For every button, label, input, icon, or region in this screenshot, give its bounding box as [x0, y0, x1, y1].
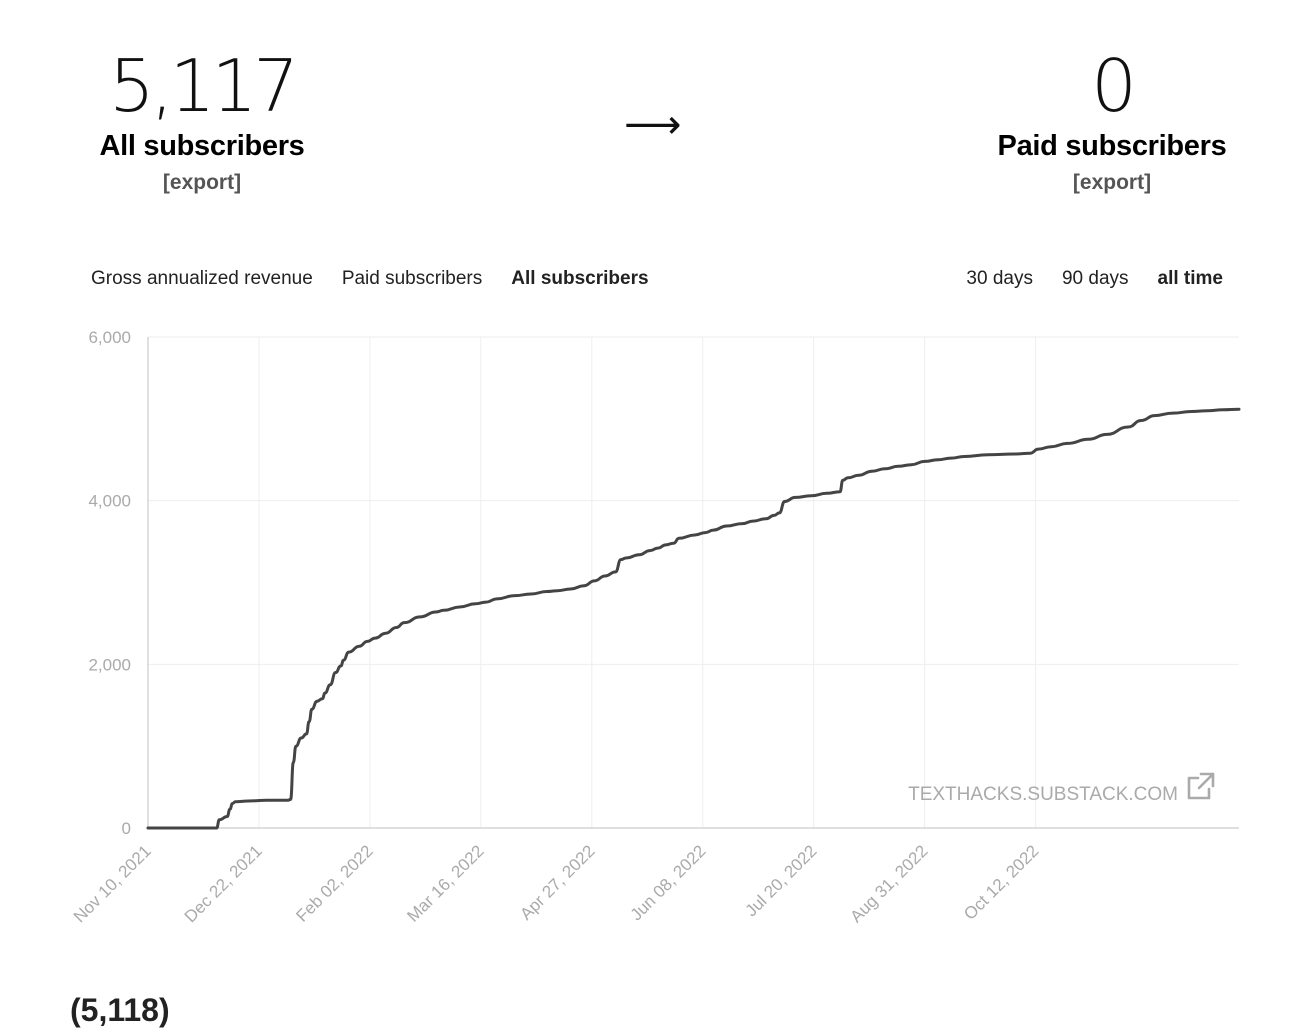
right-arrow-icon: ⟶ — [624, 102, 682, 148]
y-tick-label: 0 — [122, 819, 131, 838]
paid-subscribers-count: 0 — [1091, 44, 1137, 128]
tab-30-days[interactable]: 30 days — [966, 268, 1033, 289]
all-subscribers-count: 5,117 — [108, 44, 299, 128]
external-link-icon[interactable] — [1187, 772, 1215, 800]
watermark-text: TEXTHACKS.SUBSTACK.COM — [908, 784, 1178, 805]
tab-paid-subscribers[interactable]: Paid subscribers — [341, 268, 483, 289]
series-line — [146, 407, 1241, 830]
x-tick-label: Aug 31, 2022 — [847, 841, 932, 926]
tab-gross-annualized-revenue[interactable]: Gross annualized revenue — [91, 268, 313, 289]
y-tick-label: 4,000 — [88, 492, 131, 511]
paid-subscribers-stat: 0 Paid subscribers [export] — [962, 44, 1262, 196]
all-subscribers-label: All subscribers — [99, 130, 305, 162]
y-tick-label: 2,000 — [88, 655, 131, 674]
x-tick-label: Apr 27, 2022 — [516, 841, 598, 923]
x-tick-label: Jul 20, 2022 — [742, 841, 821, 920]
range-tabs: 30 days 90 days all time — [937, 268, 1223, 290]
x-tick-label: Feb 02, 2022 — [292, 841, 376, 925]
x-tick-label: Oct 12, 2022 — [960, 841, 1042, 923]
paid-subscribers-label: Paid subscribers — [997, 130, 1227, 162]
paid-subscribers-export-link[interactable]: [export] — [1072, 171, 1152, 194]
metric-tabs: Gross annualized revenue Paid subscribers… — [91, 268, 678, 290]
x-tick-label: Mar 16, 2022 — [403, 841, 487, 925]
subscribers-line-chart: 0 2,000 4,000 6,000 Nov 10, 2021 Dec 22, 2021… — [70, 328, 1241, 926]
x-tick-label: Dec 22, 2021 — [181, 841, 266, 926]
footer-partial-count: (5,118) — [70, 992, 170, 1028]
all-subscribers-stat: 5,117 All subscribers [export] — [52, 44, 352, 196]
all-subscribers-export-link[interactable]: [export] — [162, 171, 242, 194]
x-tick-label: Nov 10, 2021 — [70, 841, 155, 926]
y-tick-label: 6,000 — [88, 328, 131, 347]
tab-all-time[interactable]: all time — [1157, 268, 1223, 289]
x-tick-label: Jun 08, 2022 — [627, 841, 710, 924]
tab-90-days[interactable]: 90 days — [1061, 268, 1129, 289]
tab-all-subscribers[interactable]: All subscribers — [511, 268, 649, 289]
